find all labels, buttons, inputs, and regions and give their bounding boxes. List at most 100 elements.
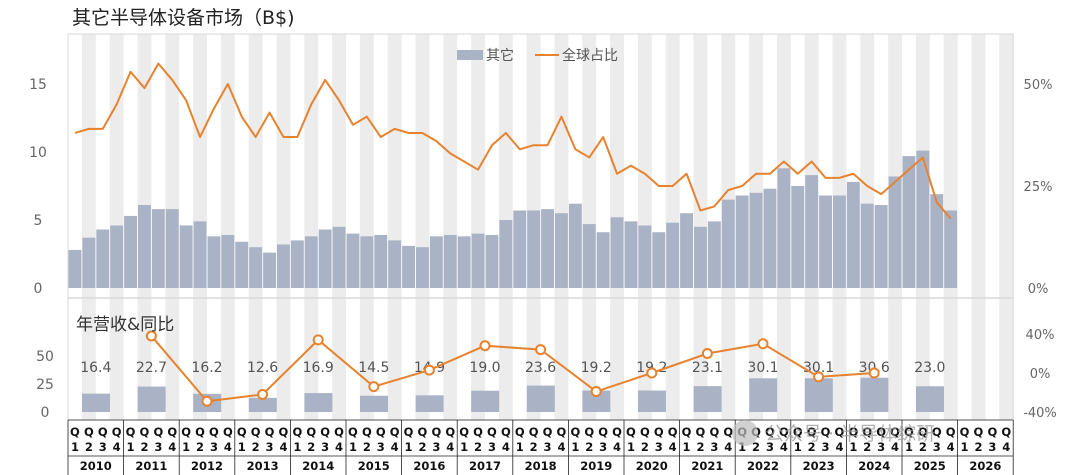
annual-bar bbox=[804, 378, 833, 412]
quarter-bar bbox=[777, 168, 791, 288]
quarter-bar bbox=[402, 245, 415, 288]
quarter-q-label: Q bbox=[237, 425, 247, 439]
quarter-number-label: 3 bbox=[988, 440, 996, 454]
annual-bar bbox=[526, 385, 555, 412]
quarter-q-label: Q bbox=[946, 425, 956, 439]
quarter-bar bbox=[624, 221, 638, 288]
quarter-q-label: Q bbox=[306, 425, 316, 439]
quarter-q-label: Q bbox=[876, 425, 886, 439]
quarter-q-label: Q bbox=[987, 425, 997, 439]
annual-bar-label: 16.9 bbox=[303, 360, 334, 376]
annual-bar-label: 19.0 bbox=[469, 360, 500, 376]
quarter-bar bbox=[527, 210, 541, 288]
quarter-q-label: Q bbox=[821, 425, 831, 439]
annual-bar bbox=[415, 395, 444, 412]
wechat-icon bbox=[732, 420, 758, 446]
quarter-number-label: 2 bbox=[641, 440, 649, 454]
quarter-q-label: Q bbox=[515, 425, 525, 439]
quarter-q-label: Q bbox=[404, 425, 414, 439]
quarter-q-label: Q bbox=[682, 425, 692, 439]
quarter-number-label: 1 bbox=[182, 440, 190, 454]
annual-bar bbox=[137, 386, 166, 412]
quarter-bar bbox=[541, 209, 554, 288]
quarter-q-label: Q bbox=[292, 425, 302, 439]
quarter-number-label: 4 bbox=[335, 440, 343, 454]
quarter-q-label: Q bbox=[445, 425, 455, 439]
quarter-q-label: Q bbox=[84, 425, 94, 439]
quarter-number-label: 3 bbox=[210, 440, 218, 454]
quarter-bar bbox=[290, 240, 304, 288]
quarter-number-label: 4 bbox=[446, 440, 454, 454]
quarter-number-label: 1 bbox=[571, 440, 579, 454]
year-label: 2024 bbox=[858, 459, 890, 473]
quarter-bar bbox=[874, 205, 888, 288]
quarter-bar bbox=[138, 205, 151, 288]
watermark: 公众号 · 半导体综研 bbox=[732, 420, 935, 446]
quarter-number-label: 3 bbox=[544, 440, 552, 454]
yoy-marker bbox=[590, 386, 602, 398]
quarter-q-label: Q bbox=[167, 425, 177, 439]
year-label: 2018 bbox=[525, 459, 557, 473]
quarter-bar bbox=[888, 176, 902, 288]
annual-bar bbox=[638, 390, 666, 412]
quarter-q-label: Q bbox=[598, 425, 608, 439]
quarter-number-label: 2 bbox=[474, 440, 482, 454]
quarter-bar bbox=[652, 232, 666, 288]
quarter-q-label: Q bbox=[348, 425, 358, 439]
quarter-bar bbox=[638, 225, 652, 288]
quarter-q-label: Q bbox=[848, 425, 858, 439]
quarter-number-label: 3 bbox=[377, 440, 385, 454]
quarter-q-label: Q bbox=[390, 425, 400, 439]
quarter-q-label: Q bbox=[904, 425, 914, 439]
quarter-number-label: 1 bbox=[961, 440, 969, 454]
quarter-q-label: Q bbox=[862, 425, 872, 439]
yoy-marker bbox=[646, 367, 658, 379]
quarter-number-label: 2 bbox=[85, 440, 93, 454]
quarter-number-label: 2 bbox=[585, 440, 593, 454]
quarter-bar bbox=[151, 209, 165, 288]
quarter-bar bbox=[165, 209, 179, 288]
quarter-number-label: 2 bbox=[808, 440, 816, 454]
quarter-q-label: Q bbox=[932, 425, 942, 439]
quarter-number-label: 2 bbox=[252, 440, 260, 454]
quarter-q-label: Q bbox=[70, 425, 80, 439]
quarter-bar bbox=[791, 186, 805, 288]
quarter-bar bbox=[680, 213, 693, 288]
quarter-bar bbox=[846, 181, 860, 288]
quarter-bar bbox=[555, 213, 568, 288]
quarter-bar bbox=[610, 217, 624, 288]
quarter-q-label: Q bbox=[279, 425, 289, 439]
year-label: 2026 bbox=[969, 459, 1001, 473]
year-label: 2019 bbox=[580, 459, 612, 473]
yoy-marker bbox=[535, 344, 547, 356]
quarter-number-label: 1 bbox=[71, 440, 79, 454]
quarter-bar bbox=[82, 237, 96, 288]
right-tick-bottom: -40% bbox=[1023, 406, 1057, 421]
quarter-number-label: 3 bbox=[877, 440, 885, 454]
quarter-number-label: 1 bbox=[349, 440, 357, 454]
year-label: 2015 bbox=[358, 459, 390, 473]
quarter-number-label: 3 bbox=[710, 440, 718, 454]
quarter-bar bbox=[263, 252, 276, 288]
quarter-bar bbox=[485, 234, 499, 288]
quarter-number-label: 1 bbox=[127, 440, 135, 454]
annual-bar-label: 14.5 bbox=[358, 360, 389, 376]
quarter-q-label: Q bbox=[181, 425, 191, 439]
quarter-number-label: 3 bbox=[266, 440, 274, 454]
right-tick-bottom: 0% bbox=[1030, 367, 1051, 382]
quarter-band bbox=[415, 34, 430, 420]
quarter-q-label: Q bbox=[1001, 425, 1011, 439]
right-tick-top: 25% bbox=[1024, 180, 1053, 195]
year-label: 2013 bbox=[247, 459, 279, 473]
quarter-number-label: 2 bbox=[919, 440, 927, 454]
quarter-q-label: Q bbox=[334, 425, 344, 439]
quarter-bar bbox=[805, 175, 819, 288]
quarter-number-label: 2 bbox=[196, 440, 204, 454]
quarter-q-label: Q bbox=[529, 425, 539, 439]
quarter-number-label: 1 bbox=[849, 440, 857, 454]
quarter-band bbox=[359, 34, 374, 420]
quarter-number-label: 4 bbox=[279, 440, 287, 454]
quarter-q-label: Q bbox=[570, 425, 580, 439]
year-label: 2020 bbox=[636, 459, 668, 473]
quarter-bar bbox=[277, 244, 290, 288]
